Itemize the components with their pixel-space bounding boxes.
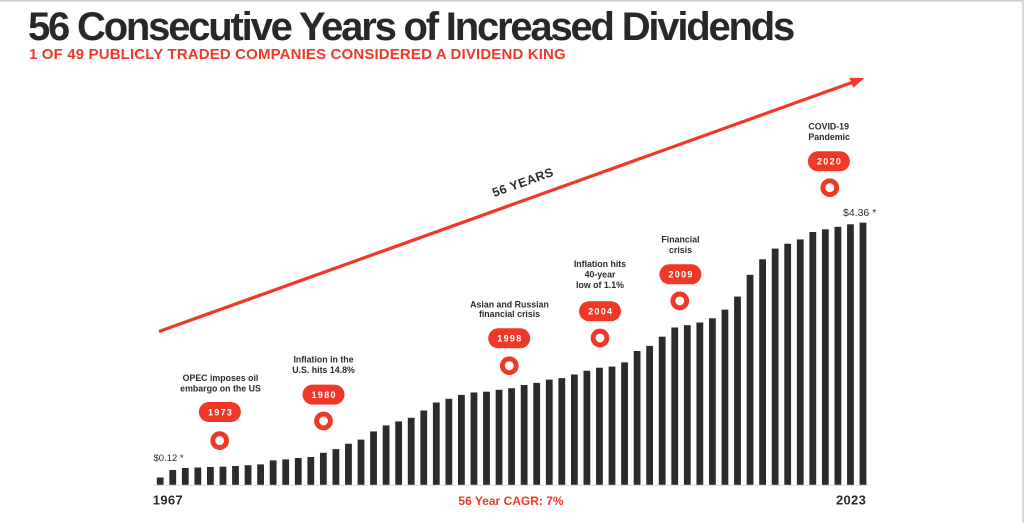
svg-text:1980: 1980 — [312, 390, 337, 400]
svg-text:2009: 2009 — [668, 270, 693, 280]
svg-text:Asian and Russian: Asian and Russian — [470, 299, 549, 309]
svg-text:$0.12 *: $0.12 * — [154, 453, 184, 464]
svg-text:56 Year CAGR: 7%: 56 Year CAGR: 7% — [458, 494, 563, 508]
svg-text:1998: 1998 — [497, 334, 522, 344]
svg-text:COVID-19: COVID-19 — [808, 121, 849, 131]
svg-text:crisis: crisis — [669, 245, 692, 255]
svg-text:Financial: Financial — [661, 234, 699, 244]
svg-text:2023: 2023 — [836, 492, 866, 507]
svg-text:56 YEARS: 56 YEARS — [490, 165, 555, 200]
svg-text:$4.36 *: $4.36 * — [843, 207, 876, 219]
svg-text:40-year: 40-year — [585, 270, 616, 280]
svg-text:Inflation in the: Inflation in the — [293, 354, 353, 364]
svg-text:OPEC imposes oil: OPEC imposes oil — [183, 373, 259, 383]
svg-text:1967: 1967 — [153, 492, 183, 507]
svg-text:U.S. hits 14.8%: U.S. hits 14.8% — [292, 365, 355, 375]
svg-text:2004: 2004 — [588, 307, 613, 317]
svg-text:Inflation hits: Inflation hits — [574, 259, 626, 269]
svg-text:Pandemic: Pandemic — [808, 132, 850, 142]
svg-text:2020: 2020 — [817, 157, 842, 167]
svg-text:financial crisis: financial crisis — [479, 309, 540, 319]
svg-text:low of 1.1%: low of 1.1% — [576, 280, 624, 290]
svg-text:embargo on the US: embargo on the US — [180, 383, 261, 393]
svg-text:1973: 1973 — [208, 407, 233, 417]
